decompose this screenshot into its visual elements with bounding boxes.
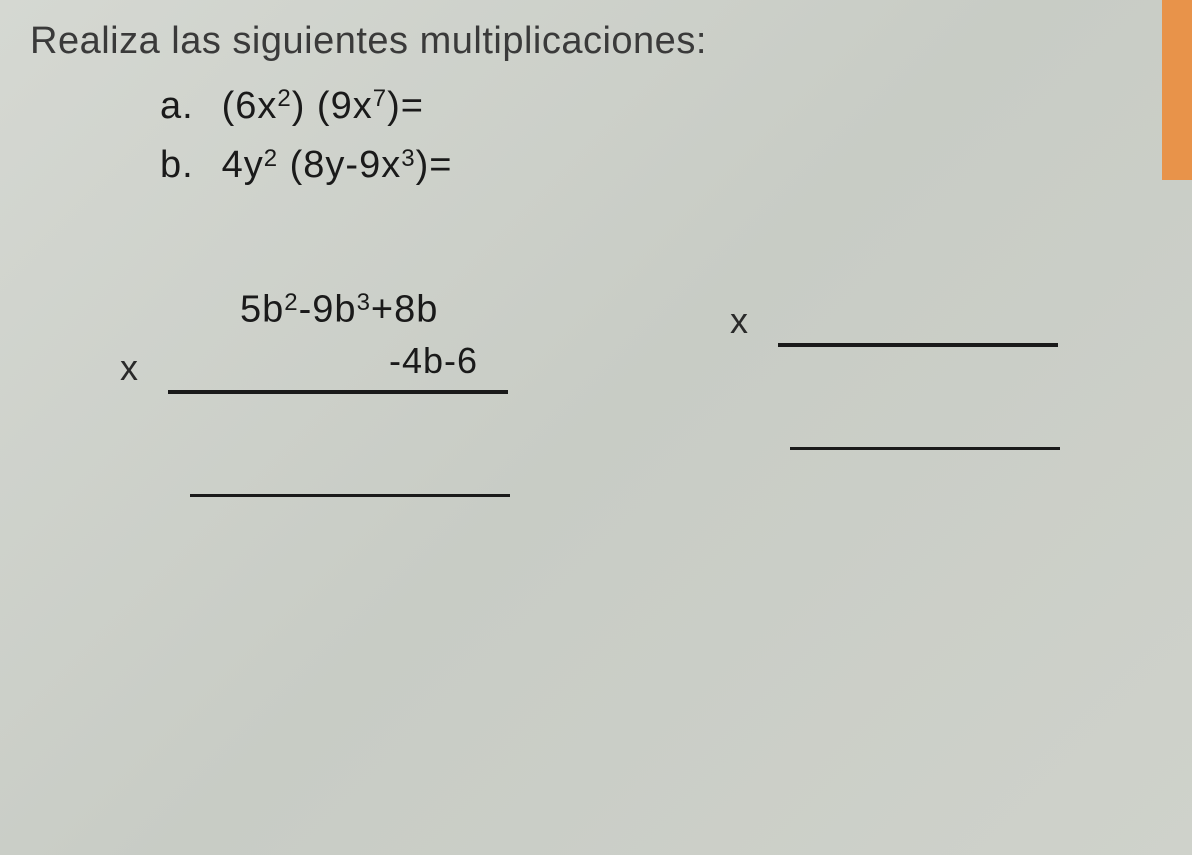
- mult-left-multiplicand: 5b2-9b3+8b: [240, 287, 438, 332]
- mult-left-result-line: [190, 494, 510, 497]
- mult-right-row: x: [730, 295, 1058, 347]
- multiplication-left: 5b2-9b3+8b x -4b-6: [120, 287, 510, 497]
- multiplication-right: x: [730, 287, 1060, 497]
- mult-right-multiplier: [778, 295, 1058, 335]
- mult-left-row: x -4b-6: [120, 340, 508, 394]
- problems-list: a. (6x2) (9x7)= b. 4y2 (8y-9x3)=: [160, 83, 1162, 187]
- mult-right-result-line: [790, 447, 1060, 450]
- problem-b: b. 4y2 (8y-9x3)=: [160, 143, 1162, 188]
- mult-right-x-symbol: x: [730, 300, 748, 347]
- orange-accent-strip: [1162, 0, 1192, 180]
- instruction-text: Realiza las siguientes multiplicaciones:: [30, 20, 1162, 63]
- problem-a-label: a.: [160, 85, 210, 128]
- mult-left-x-symbol: x: [120, 347, 138, 394]
- problem-b-expression: 4y2 (8y-9x3)=: [222, 144, 453, 186]
- mult-right-underline: [778, 343, 1058, 347]
- problem-a-expression: (6x2) (9x7)=: [222, 85, 424, 127]
- mult-left-underline: [168, 390, 508, 394]
- mult-right-line-wrap: [778, 295, 1058, 347]
- mult-left-multiplier: -4b-6: [168, 340, 508, 382]
- problem-b-label: b.: [160, 144, 210, 187]
- problem-a: a. (6x2) (9x7)=: [160, 83, 1162, 128]
- mult-left-line-wrap: -4b-6: [168, 340, 508, 394]
- multiplication-section: 5b2-9b3+8b x -4b-6 x: [30, 287, 1162, 497]
